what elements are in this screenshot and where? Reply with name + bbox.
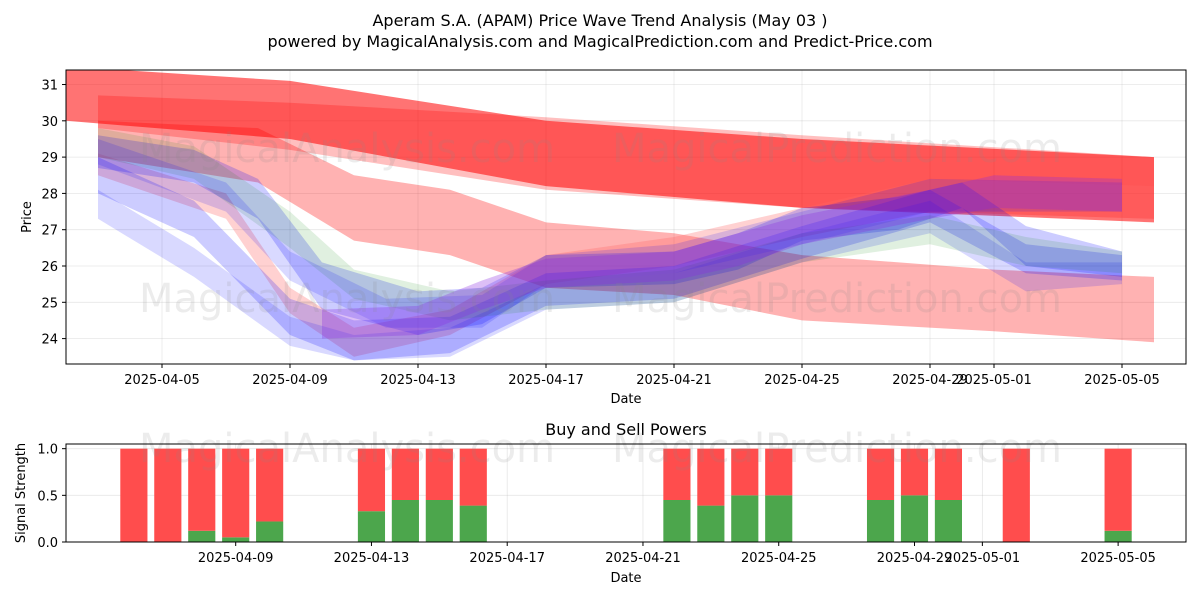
buy-power-bar [866,500,895,542]
sell-power-bar [934,448,962,500]
price-band-purple-9 [322,175,1122,339]
chart-title: Aperam S.A. (APAM) Price Wave Trend Anal… [372,11,827,30]
sell-power-bar [1104,448,1132,531]
signal-y-tick-label: 0.5 [37,489,58,504]
price-x-tick-label: 2025-04-13 [380,373,456,388]
price-y-tick-label: 31 [41,79,58,94]
sell-power-bar [731,448,759,496]
sell-power-bar [357,448,386,512]
signal-plot-area [66,444,1186,542]
sell-power-bar [459,448,487,506]
price-y-tick-label: 30 [41,115,58,130]
price-x-tick-label: 2025-05-01 [956,373,1032,388]
signal-x-tick-label: 2025-04-17 [469,551,545,566]
buy-power-bar [188,530,216,542]
signal-x-tick-label: 2025-05-01 [945,551,1021,566]
price-plot-frame [65,69,1187,365]
sell-power-bar [222,448,250,538]
watermark-analysis-mid: MagicalAnalysis.com [139,276,555,322]
sell-power-bar [900,448,929,496]
price-x-tick-label: 2025-04-09 [252,373,328,388]
buy-power-bar [222,537,250,542]
price-band-pink-3 [98,153,1154,357]
watermark-prediction-top: MagicalPrediction.com [612,126,1062,172]
buy-power-bar [765,495,793,542]
buy-power-bar [663,500,691,542]
buy-power-bar [357,511,386,542]
signal-y-axis-label: Signal Strength [14,443,29,543]
signal-y-tick-label: 1.0 [37,443,58,458]
signal-plot-frame [65,443,1187,543]
price-y-tick-label: 26 [41,260,58,275]
sell-power-bar [154,448,182,542]
sell-power-bar [866,448,895,500]
sell-power-bar [188,448,216,531]
signal-x-tick-label: 2025-04-29 [877,551,953,566]
price-band-blue-6 [98,189,1122,361]
price-x-tick-label: 2025-04-05 [124,373,200,388]
price-y-tick-label: 29 [41,151,58,166]
buy-power-bar [391,500,419,542]
price-x-tick-label: 2025-04-29 [892,373,968,388]
sell-power-bar [765,448,793,496]
buy-power-bar [425,500,453,542]
buy-power-bar [900,495,929,542]
signal-y-tick-label: 0.0 [37,536,58,551]
price-x-tick-label: 2025-04-21 [636,373,712,388]
buy-sell-title: Buy and Sell Powers [545,420,707,439]
price-x-tick-label: 2025-05-05 [1084,373,1160,388]
buy-power-bar [256,521,284,542]
price-band-red-1 [98,95,1154,219]
buy-power-bar [697,505,725,542]
sell-power-bar [256,448,284,522]
chart-subtitle: powered by MagicalAnalysis.com and Magic… [267,32,932,51]
price-x-axis-label: Date [610,392,641,407]
buy-power-bar [1104,530,1132,542]
signal-x-tick-label: 2025-04-09 [198,551,274,566]
buy-sell-chart: Buy and Sell Powers MagicalAnalysis.com … [14,420,1187,586]
sell-power-bar [120,448,148,542]
sell-power-bar [697,448,725,506]
sell-power-bar [391,448,419,500]
price-y-tick-label: 25 [41,296,58,311]
buy-power-bar [934,500,962,542]
signal-x-tick-label: 2025-05-05 [1080,551,1156,566]
watermark-analysis-top: MagicalAnalysis.com [139,126,555,172]
price-band-red-2 [98,120,1154,343]
sell-power-bar [663,448,691,500]
price-band-blue-4 [98,135,1122,335]
sell-power-bar [425,448,453,500]
price-y-axis-label: Price [20,201,35,233]
buy-power-bar [731,495,759,542]
sell-power-bar [1002,448,1030,542]
signal-x-tick-label: 2025-04-21 [605,551,681,566]
price-y-tick-label: 24 [41,333,58,348]
price-y-tick-label: 27 [41,224,58,239]
watermark-prediction-mid: MagicalPrediction.com [612,276,1062,322]
watermark-analysis-bottom: MagicalAnalysis.com [139,426,555,472]
buy-power-bar [459,505,487,542]
price-chart: MagicalAnalysis.com MagicalPrediction.co… [20,69,1187,407]
price-y-tick-label: 28 [41,187,58,202]
signal-x-tick-label: 2025-04-25 [741,551,817,566]
price-x-tick-label: 2025-04-25 [764,373,840,388]
signal-x-tick-label: 2025-04-13 [334,551,410,566]
price-band-green-7 [98,128,1122,321]
signal-x-axis-label: Date [610,571,641,586]
watermark-prediction-bottom: MagicalPrediction.com [612,426,1062,472]
price-x-tick-label: 2025-04-17 [508,373,584,388]
price-band-red-0 [66,70,1154,223]
